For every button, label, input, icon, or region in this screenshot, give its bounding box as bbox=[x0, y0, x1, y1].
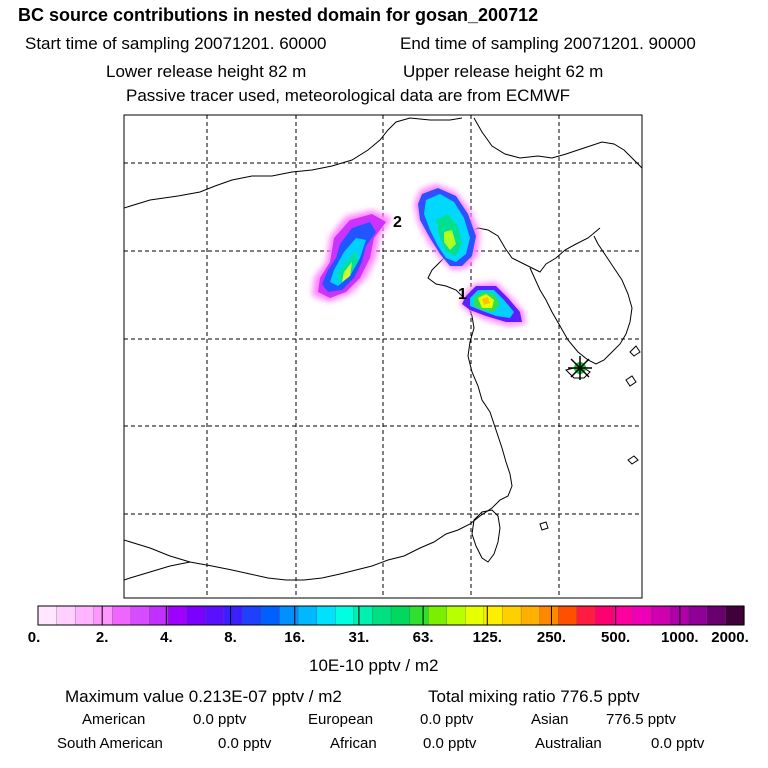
american-value: 0.0 pptv bbox=[193, 711, 247, 728]
asian-value: 776.5 pptv bbox=[606, 711, 677, 728]
end-time-label: End time of sampling 20071201. 90000 bbox=[400, 34, 696, 53]
colorbar-cell bbox=[335, 605, 355, 626]
colorbar-cell bbox=[613, 605, 634, 626]
start-time-label: Start time of sampling 20071201. 60000 bbox=[25, 34, 327, 53]
plot-title: BC source contributions in nested domain… bbox=[18, 5, 539, 25]
colorbar-cell bbox=[650, 605, 671, 626]
colorbar-cell bbox=[260, 605, 281, 626]
colorbar-cell bbox=[669, 605, 689, 626]
upper-release-label: Upper release height 62 m bbox=[403, 62, 604, 81]
colorbar-units: 10E-10 pptv / m2 bbox=[309, 656, 439, 675]
australian-value: 0.0 pptv bbox=[651, 735, 705, 752]
colorbar-cell bbox=[353, 605, 374, 626]
colorbar-cell bbox=[297, 605, 318, 626]
colorbar-cell bbox=[130, 605, 151, 626]
colorbar-cell bbox=[223, 605, 244, 626]
colorbar-cell bbox=[576, 605, 597, 626]
total-mixing-ratio-label: Total mixing ratio 776.5 pptv bbox=[428, 687, 640, 706]
colorbar-cell bbox=[428, 605, 448, 626]
colorbar-cell bbox=[93, 605, 113, 626]
colorbar-tick-label: 0. bbox=[27, 629, 41, 646]
european-label: European bbox=[308, 711, 374, 728]
colorbar-cell bbox=[446, 605, 466, 626]
plume-source-1 bbox=[460, 282, 526, 326]
colorbar-cell bbox=[186, 605, 206, 626]
colorbar-cell bbox=[465, 605, 485, 626]
colorbar-cell bbox=[75, 605, 95, 626]
american-label: American bbox=[82, 711, 146, 728]
south-american-label: South American bbox=[57, 735, 163, 752]
colorbar-cell bbox=[167, 605, 188, 626]
colorbar-cell bbox=[409, 605, 429, 626]
colorbar-cell bbox=[112, 605, 132, 626]
lower-release-label: Lower release height 82 m bbox=[106, 62, 307, 81]
colorbar-tick-label: 500. bbox=[601, 629, 631, 646]
colorbar-tick-label: 125. bbox=[472, 629, 502, 646]
plume-source-2 bbox=[312, 210, 392, 302]
colorbar-cell bbox=[706, 605, 727, 626]
african-value: 0.0 pptv bbox=[423, 735, 477, 752]
colorbar-cell bbox=[372, 605, 392, 626]
tracer-note: Passive tracer used, meteorological data… bbox=[126, 86, 571, 105]
colorbar-cell bbox=[279, 605, 299, 626]
source-label-1: 1 bbox=[458, 286, 467, 303]
colorbar-tick-label: 16. bbox=[284, 629, 306, 646]
colorbar-tick-label: 1000. bbox=[661, 629, 699, 646]
colorbar-cell bbox=[502, 605, 522, 626]
colorbar-tick-label: 8. bbox=[224, 629, 237, 646]
colorbar-tick-label: 2000. bbox=[711, 629, 749, 646]
asian-label: Asian bbox=[531, 711, 569, 728]
colorbar-tick-label: 63. bbox=[412, 629, 434, 646]
asterisk-icon bbox=[568, 356, 592, 380]
lat-lon-grid bbox=[124, 115, 642, 598]
colorbar-cell bbox=[37, 605, 58, 626]
colorbar-cell bbox=[595, 605, 615, 626]
coastlines bbox=[124, 117, 642, 581]
colorbar-tick-label: 2. bbox=[95, 629, 109, 646]
colorbar-cell bbox=[520, 605, 541, 626]
colorbar-cell bbox=[56, 605, 76, 626]
colorbar-cell bbox=[632, 605, 652, 626]
colorbar-cell bbox=[149, 605, 169, 626]
colorbar-cell bbox=[205, 605, 225, 626]
map-frame bbox=[123, 114, 643, 599]
plume-northeast bbox=[414, 184, 480, 270]
colorbar-cell bbox=[558, 605, 578, 626]
maximum-value-label: Maximum value 0.213E-07 pptv / m2 bbox=[65, 687, 342, 706]
african-label: African bbox=[330, 735, 377, 752]
colorbar-tick-label: 31. bbox=[348, 629, 370, 646]
european-value: 0.0 pptv bbox=[420, 711, 474, 728]
colorbar-cell bbox=[483, 605, 504, 626]
australian-label: Australian bbox=[535, 735, 602, 752]
colorbar-cell bbox=[316, 605, 336, 626]
colorbar-cell bbox=[725, 605, 745, 626]
colorbar-tick-label: 4. bbox=[160, 629, 173, 646]
colorbar-cell bbox=[688, 605, 708, 626]
colorbar-tick-label: 250. bbox=[536, 629, 567, 646]
colorbar-cell bbox=[242, 605, 262, 626]
colorbar-cell bbox=[539, 605, 559, 626]
colorbar-cell bbox=[390, 605, 411, 626]
source-label-2: 2 bbox=[393, 214, 402, 231]
south-american-value: 0.0 pptv bbox=[218, 735, 272, 752]
